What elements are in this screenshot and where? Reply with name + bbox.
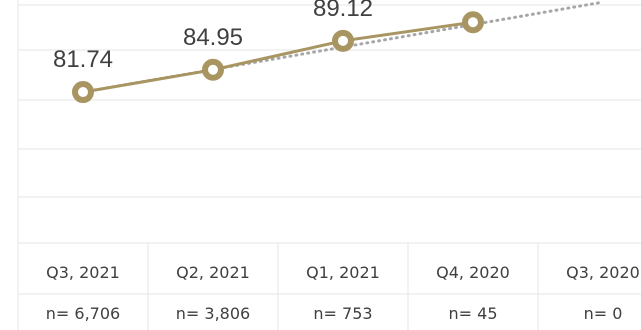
data-label: 89.12 bbox=[313, 0, 373, 22]
series-line bbox=[82, 20, 474, 94]
data-point bbox=[332, 29, 354, 52]
x-tick-label: Q3, 2021 bbox=[46, 263, 120, 282]
sample-size-label: n= 0 bbox=[584, 304, 623, 323]
data-label: 84.95 bbox=[183, 24, 243, 51]
data-point bbox=[72, 81, 94, 104]
data-label: 81.74 bbox=[53, 46, 113, 73]
sample-size-label: n= 3,806 bbox=[176, 304, 250, 323]
data-point bbox=[202, 58, 224, 81]
x-tick-label: Q4, 2020 bbox=[436, 263, 510, 282]
x-tick-label: Q2, 2021 bbox=[176, 263, 250, 282]
data-point bbox=[462, 11, 484, 34]
sample-size-label: n= 45 bbox=[449, 304, 498, 323]
sample-size-label: n= 6,706 bbox=[46, 304, 120, 323]
data-label: 91.8 bbox=[450, 0, 497, 3]
x-tick-label: Q3, 2020 bbox=[566, 263, 640, 282]
x-tick-label: Q1, 2021 bbox=[306, 263, 380, 282]
sample-size-label: n= 753 bbox=[313, 304, 372, 323]
